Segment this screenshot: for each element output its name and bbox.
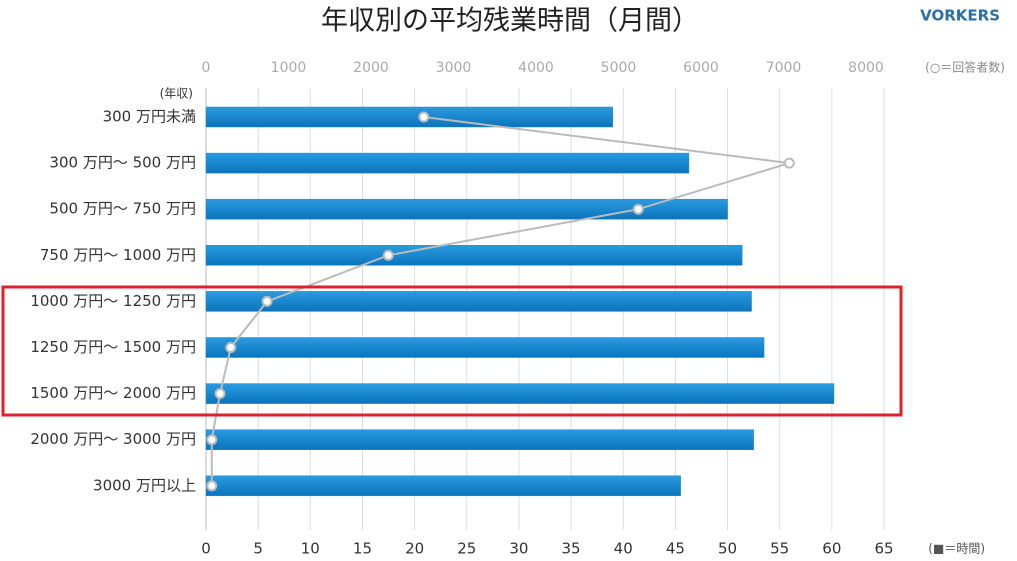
plot: 0 5 10 15 20 25 30 35 40 45 50 55 60 65 0 1000 2000 3000 4… [30, 60, 1005, 558]
legend-entry: (○＝回答者数) [925, 60, 1005, 75]
x2-tick-label: 1000 [271, 60, 307, 76]
bar [205, 152, 690, 174]
chart-title: 年収別の平均残業時間（月間） [321, 6, 699, 37]
x2-tick-label: 6000 [683, 60, 719, 76]
x-tick-label: 40 [614, 540, 633, 558]
point [225, 342, 237, 353]
x2-tick-label: 4000 [518, 60, 554, 76]
y-tick-label: 1500 万円～ 2000 万円 [30, 384, 196, 402]
x-tick-label: 15 [353, 540, 372, 558]
legend-entry: (■＝時間) [928, 542, 985, 556]
bar [205, 475, 681, 497]
x-tick-label: 5 [253, 540, 263, 558]
y-tick-label: 750 万円～ 1000 万円 [40, 246, 196, 264]
bar [205, 429, 754, 450]
x-tick-label: 25 [457, 540, 476, 558]
point [206, 480, 218, 492]
point [382, 249, 394, 261]
highlight-box [1, 285, 903, 417]
point [783, 157, 795, 169]
bar [205, 106, 614, 128]
x2-tick-label: 3000 [436, 60, 472, 76]
x2-tick-label: 0 [202, 60, 211, 76]
x-tick-label: 35 [562, 540, 581, 558]
bar [205, 383, 835, 404]
x2-tick-label: 2000 [353, 60, 389, 76]
point [418, 111, 430, 123]
y-tick-label: 1250 万円～ 1500 万円 [30, 338, 196, 356]
y-tick-label: 3000 万円以上 [93, 476, 196, 494]
bar [205, 245, 743, 266]
x-tick-label: 55 [770, 540, 789, 558]
x-tick-label: 50 [718, 540, 737, 558]
bar [205, 198, 728, 220]
x2-tick-label: 8000 [848, 60, 884, 76]
x-tick-label: 65 [874, 540, 893, 558]
point [214, 388, 226, 400]
y-tick-label: 300 万円～ 500 万円 [49, 154, 196, 172]
point [261, 295, 273, 307]
category-axis-label: (年収) [160, 87, 193, 101]
bar [205, 337, 765, 358]
y-tick-label: 500 万円～ 750 万円 [49, 200, 196, 218]
x-tick-label: 30 [509, 540, 528, 558]
x-tick-label: 0 [201, 540, 211, 558]
point [632, 203, 644, 215]
x-tick-label: 10 [301, 540, 320, 558]
x-tick-label: 60 [822, 540, 841, 558]
y-tick-label: 1000 万円～ 1250 万円 [30, 292, 196, 310]
x-tick-label: 45 [666, 540, 685, 558]
y-tick-label: 2000 万円～ 3000 万円 [30, 430, 196, 448]
y-tick-label: 300 万円未満 [103, 108, 196, 126]
point [206, 434, 218, 446]
x-tick-label: 20 [405, 540, 424, 558]
bar [205, 291, 752, 312]
x2-tick-label: 7000 [766, 60, 802, 76]
x2-tick-label: 5000 [601, 60, 637, 76]
brand: VORKERS [920, 7, 1000, 25]
